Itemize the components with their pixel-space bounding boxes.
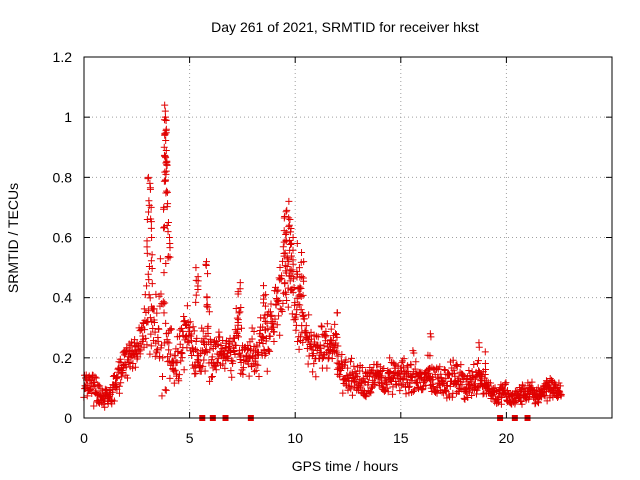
y-tick-label: 0.4 [53,290,73,306]
x-axis-label: GPS time / hours [292,458,399,474]
chart: 0 5 10 15 20 0 0.2 0.4 0.6 0.8 1 1.2 Day 261 of 20… [0,0,640,480]
x-tick-label: 10 [287,430,303,446]
x-tick-label: 5 [186,430,194,446]
x-tick-label: 20 [499,430,515,446]
y-tick-label: 0.6 [53,230,73,246]
chart-background [0,0,640,480]
y-tick-label: 0.8 [53,169,73,185]
chart-title: Day 261 of 2021, SRMTID for receiver hks… [211,19,479,35]
y-axis-label: SRMTID / TECUs [5,183,21,293]
y-tick-label: 1.2 [53,49,73,65]
x-tick-label: 15 [393,430,409,446]
x-tick-label: 0 [80,430,88,446]
y-tick-label: 0 [64,410,72,426]
y-tick-label: 0.2 [53,350,73,366]
y-tick-label: 1 [64,109,72,125]
